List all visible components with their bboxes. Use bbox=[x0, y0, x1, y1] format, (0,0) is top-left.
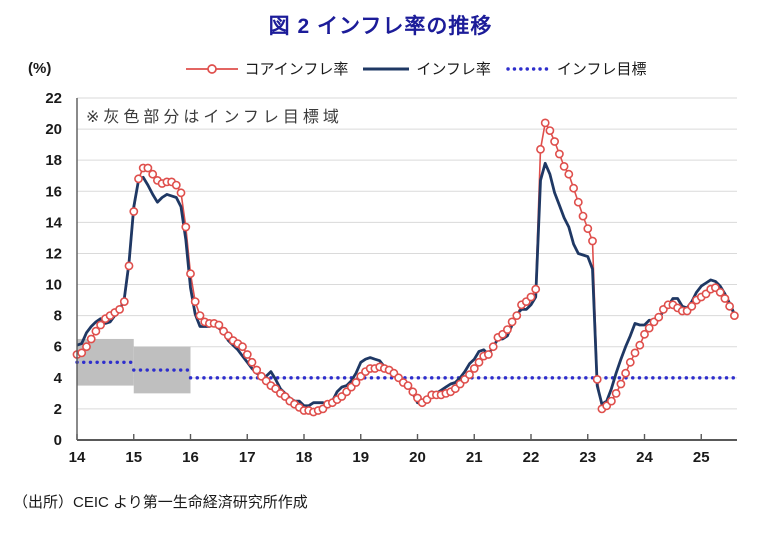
svg-text:19: 19 bbox=[352, 449, 369, 466]
y-axis-unit-label: (%) bbox=[28, 60, 52, 77]
gridlines bbox=[77, 97, 737, 410]
svg-text:22: 22 bbox=[523, 449, 540, 466]
source-note: （出所）CEIC より第一生命経済研究所作成 bbox=[13, 494, 308, 511]
svg-text:16: 16 bbox=[45, 183, 62, 200]
svg-text:17: 17 bbox=[239, 449, 256, 466]
svg-text:21: 21 bbox=[466, 449, 483, 466]
svg-text:4: 4 bbox=[54, 370, 63, 387]
target-series-icon bbox=[506, 66, 551, 71]
svg-text:25: 25 bbox=[693, 449, 710, 466]
legend-item-core: コアインフレ率 bbox=[185, 58, 349, 79]
svg-text:16: 16 bbox=[182, 449, 199, 466]
legend-label-core: コアインフレ率 bbox=[244, 61, 349, 78]
figure-title: 図 2 インフレ率の推移 bbox=[268, 15, 493, 38]
svg-text:23: 23 bbox=[579, 449, 596, 466]
svg-text:24: 24 bbox=[636, 449, 653, 466]
legend-label-target: インフレ目標 bbox=[556, 61, 647, 78]
legend-item-target: インフレ目標 bbox=[505, 58, 647, 79]
svg-text:14: 14 bbox=[69, 449, 86, 466]
core-inflation-markers bbox=[72, 118, 739, 417]
target-band bbox=[77, 338, 191, 394]
svg-text:12: 12 bbox=[45, 245, 62, 262]
legend-label-cpi: インフレ率 bbox=[416, 61, 491, 78]
svg-text:20: 20 bbox=[409, 449, 426, 466]
target-band-note: ※灰色部分はインフレ目標域 bbox=[86, 109, 343, 126]
svg-text:14: 14 bbox=[45, 214, 62, 231]
svg-text:2: 2 bbox=[54, 401, 62, 418]
svg-text:18: 18 bbox=[45, 152, 62, 169]
legend-item-cpi: インフレ率 bbox=[362, 58, 491, 79]
cpi-series-icon bbox=[363, 67, 410, 70]
svg-text:15: 15 bbox=[125, 449, 142, 466]
svg-text:10: 10 bbox=[45, 277, 62, 294]
chart-legend: コアインフレ率 インフレ率 インフレ目標 bbox=[70, 58, 761, 79]
svg-text:20: 20 bbox=[45, 121, 62, 138]
y-axis-tick-labels: 0 2 4 6 8 10 12 14 16 18 20 22 bbox=[45, 90, 62, 449]
x-axis-tick-labels: 14 15 16 17 18 19 20 21 22 23 24 25 bbox=[69, 449, 710, 466]
svg-text:6: 6 bbox=[54, 339, 62, 356]
svg-text:18: 18 bbox=[296, 449, 313, 466]
svg-text:8: 8 bbox=[54, 308, 62, 325]
svg-text:0: 0 bbox=[54, 432, 62, 449]
svg-text:22: 22 bbox=[45, 90, 62, 107]
axes bbox=[76, 98, 737, 441]
core-series-icon bbox=[185, 63, 238, 74]
